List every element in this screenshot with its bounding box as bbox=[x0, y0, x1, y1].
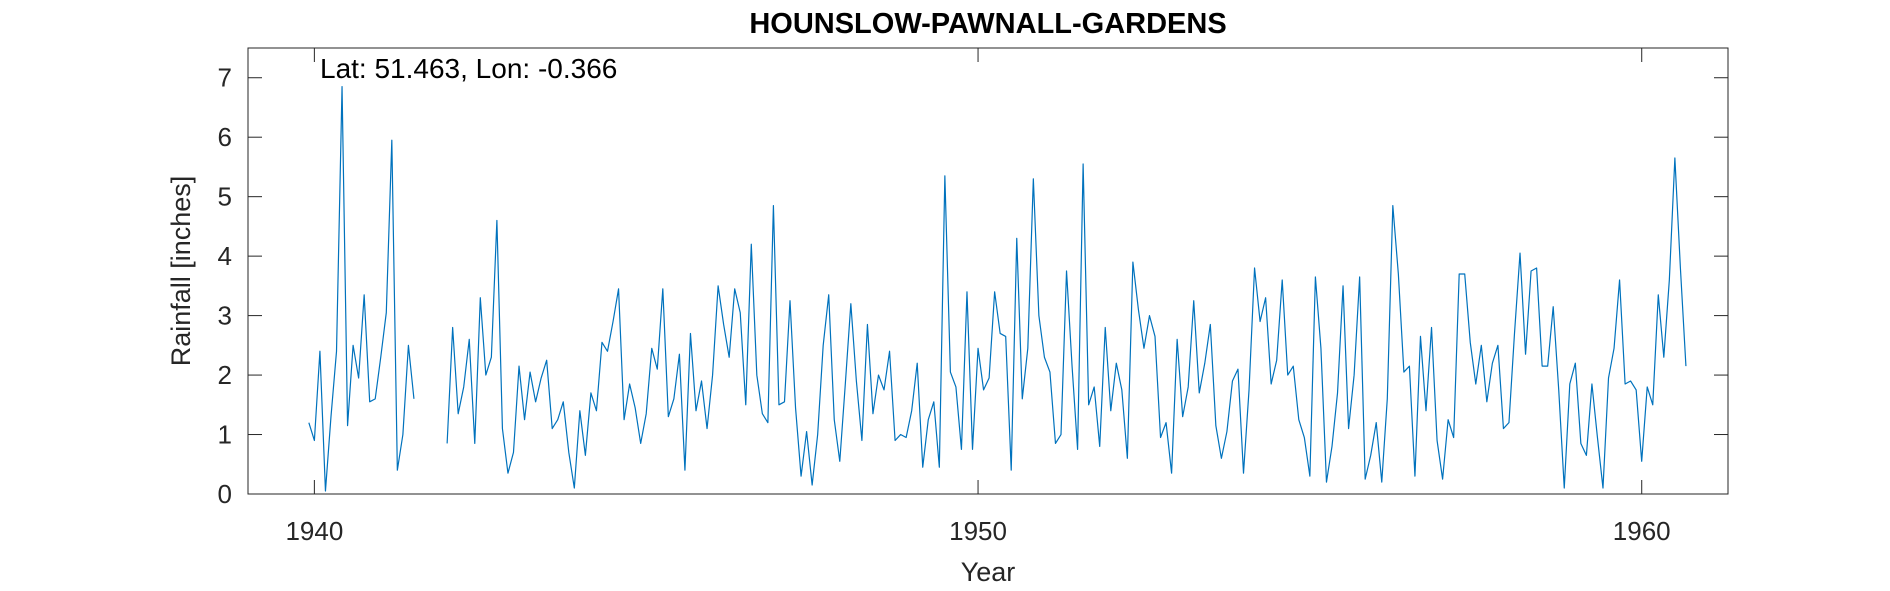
tick-labels: 0 1 2 3 4 5 6 7 1940 1950 1960 bbox=[218, 63, 1671, 546]
location-annotation: Lat: 51.463, Lon: -0.366 bbox=[320, 53, 617, 84]
series bbox=[308, 86, 1687, 492]
ticks bbox=[248, 48, 1728, 495]
y-tick-label: 2 bbox=[218, 360, 232, 390]
y-tick-label: 4 bbox=[218, 241, 232, 271]
x-tick-label: 1940 bbox=[285, 516, 343, 546]
y-tick-label: 1 bbox=[218, 420, 232, 450]
chart-title: HOUNSLOW-PAWNALL-GARDENS bbox=[749, 8, 1226, 40]
y-tick-label: 0 bbox=[218, 479, 232, 509]
y-tick-label: 6 bbox=[218, 122, 232, 152]
x-tick-label: 1960 bbox=[1613, 516, 1671, 546]
y-axis-label: Rainfall [inches] bbox=[166, 176, 196, 367]
x-axis-label: Year bbox=[961, 557, 1016, 587]
rainfall-series-line bbox=[308, 86, 1687, 492]
y-tick-label: 7 bbox=[218, 63, 232, 93]
plot-area bbox=[247, 47, 1729, 495]
plot-frame bbox=[247, 47, 1729, 495]
y-tick-label: 5 bbox=[218, 182, 232, 212]
x-tick-label: 1950 bbox=[949, 516, 1007, 546]
y-tick-label: 3 bbox=[218, 301, 232, 331]
